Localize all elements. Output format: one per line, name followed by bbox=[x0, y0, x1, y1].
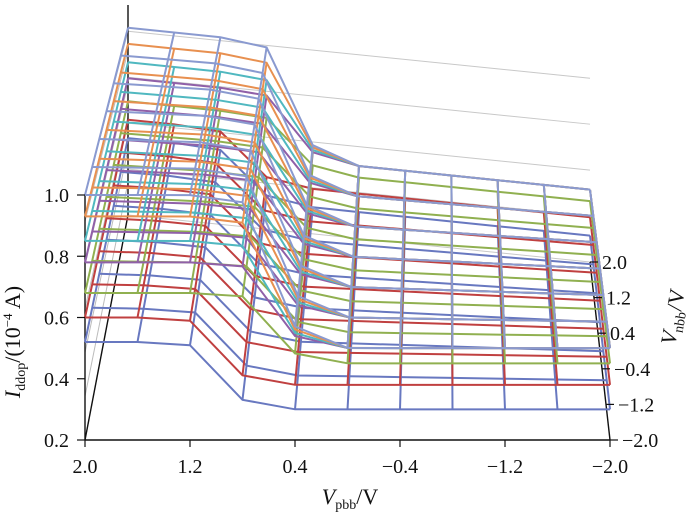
x-tick-label: −1.2 bbox=[487, 456, 523, 478]
surface-grid-line bbox=[542, 196, 559, 364]
x-tick-label: 2.0 bbox=[73, 456, 98, 478]
z-tick-label: 0.8 bbox=[44, 246, 69, 268]
x-tick-label: −0.4 bbox=[382, 456, 418, 478]
surface-grid-line bbox=[450, 175, 454, 349]
surface-grid-line bbox=[399, 170, 407, 349]
surface-grid-line bbox=[136, 32, 176, 196]
z-tick-label: 0.2 bbox=[44, 430, 69, 452]
surface-grid-line bbox=[85, 194, 610, 350]
back-gridline bbox=[127, 30, 591, 79]
tick-labels: 0.2 0.4 0.6 0.8 1.0 2.0 1.2 0.4 −0.4 −1.2 −2.0 2.0 1… bbox=[44, 185, 658, 478]
surface-grid-line bbox=[189, 71, 222, 242]
z-tick-label: 1.0 bbox=[44, 185, 69, 207]
surface-grid-line bbox=[346, 165, 360, 348]
surface-grid-line bbox=[84, 101, 129, 294]
surface-grid-line bbox=[189, 37, 222, 196]
surface-grid-line bbox=[241, 62, 268, 223]
surface-grid-line bbox=[189, 53, 222, 217]
y-tick-label: 1.2 bbox=[606, 288, 631, 310]
surface-grid-line bbox=[136, 48, 176, 217]
surface-grid-line bbox=[589, 200, 611, 364]
surface-grid-line bbox=[84, 137, 129, 343]
surface-grid-line bbox=[136, 142, 176, 343]
surface-grid-line bbox=[85, 215, 610, 350]
y-tick-label: 2.0 bbox=[602, 252, 627, 274]
y-tick-label: −1.2 bbox=[618, 394, 654, 416]
z-axis-label-tail: A) bbox=[0, 286, 25, 314]
z-tick-label: 0.4 bbox=[44, 369, 69, 391]
surface-series bbox=[84, 26, 611, 350]
y-axis-label: Vnbb/V bbox=[655, 287, 693, 348]
y-axis-label-sub: nbb bbox=[672, 311, 690, 334]
surface-grid-line bbox=[542, 212, 559, 385]
x-axis-label-unit: /V bbox=[356, 484, 378, 509]
surface-grid-line bbox=[84, 62, 129, 242]
y-tick-label: −0.4 bbox=[614, 359, 650, 381]
back-gridline bbox=[127, 76, 591, 125]
surface-grid-line bbox=[84, 78, 129, 263]
x-tick-label: 0.4 bbox=[283, 456, 308, 478]
x-axis-label: Vpbb/V bbox=[322, 484, 379, 513]
x-axis-label-main: V bbox=[322, 484, 338, 509]
surface-grid-line bbox=[241, 117, 268, 297]
left-wall-gridline bbox=[84, 182, 129, 397]
surface-grid-line bbox=[346, 193, 360, 385]
z-axis-label-exp: −4 bbox=[0, 313, 15, 327]
surface-grid-line bbox=[589, 217, 611, 386]
z-axis-label-main: I bbox=[0, 389, 25, 399]
surface-grid-line bbox=[346, 212, 360, 410]
surface-grid-line bbox=[189, 149, 222, 346]
surface-grid-line bbox=[189, 131, 222, 321]
z-axis-label: Iddop/(10−4 A) bbox=[0, 286, 29, 399]
surface-grid-line bbox=[241, 47, 268, 203]
surface-grid-line bbox=[294, 165, 314, 354]
surface-meshes bbox=[84, 26, 611, 411]
y-axis-label-unit: /V bbox=[661, 287, 689, 313]
y-tick-label: −2.0 bbox=[622, 430, 658, 452]
surface-grid-line bbox=[84, 43, 129, 217]
surface-grid-line bbox=[136, 82, 176, 263]
left-wall-gridline bbox=[84, 50, 129, 222]
z-tick-label: 0.6 bbox=[44, 308, 69, 330]
surface-grid-line bbox=[589, 189, 611, 349]
z-axis-label-sub: ddop bbox=[14, 363, 29, 391]
x-tick-label: 1.2 bbox=[178, 456, 203, 478]
surface-grid-line bbox=[496, 180, 506, 349]
surface-grid-line bbox=[84, 27, 129, 196]
surface-grid-line bbox=[294, 188, 314, 385]
x-tick-label: −2.0 bbox=[592, 456, 628, 478]
z-axis-label-unit: /(10 bbox=[0, 327, 25, 362]
surface-grid-line bbox=[294, 145, 314, 327]
surface-grid-line bbox=[136, 66, 176, 242]
y-tick-label: 0.4 bbox=[610, 323, 635, 345]
surface-grid-line bbox=[542, 184, 559, 349]
surface-grid-line bbox=[136, 124, 176, 318]
x-axis-label-sub: pbb bbox=[335, 498, 356, 513]
